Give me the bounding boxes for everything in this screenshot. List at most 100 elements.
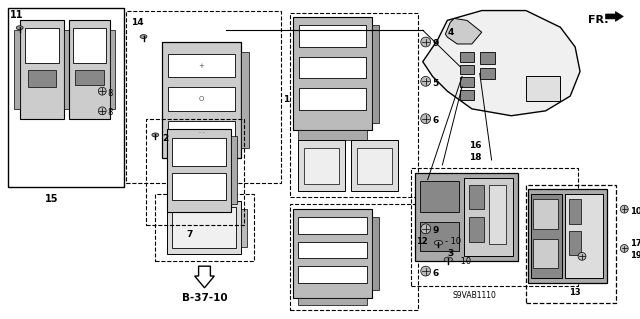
Bar xyxy=(460,78,474,87)
Bar xyxy=(290,204,418,310)
Bar xyxy=(357,148,392,184)
Text: 8: 8 xyxy=(107,89,113,98)
Bar xyxy=(351,140,398,191)
Bar xyxy=(299,88,365,110)
Bar xyxy=(110,30,115,109)
Bar xyxy=(75,70,104,85)
Bar xyxy=(533,199,559,229)
Text: 2: 2 xyxy=(162,134,168,143)
Text: 15: 15 xyxy=(45,194,59,204)
Bar xyxy=(526,77,561,101)
Bar xyxy=(28,70,56,87)
Text: - 10: - 10 xyxy=(455,257,471,266)
Bar xyxy=(298,130,367,140)
Bar xyxy=(168,87,235,111)
Bar xyxy=(372,217,378,290)
FancyArrow shape xyxy=(605,11,623,21)
Bar xyxy=(565,194,603,278)
Bar xyxy=(20,20,64,119)
Text: FR.: FR. xyxy=(588,15,609,26)
Bar xyxy=(172,173,226,200)
Text: 12: 12 xyxy=(416,237,428,246)
Text: 13: 13 xyxy=(569,288,581,297)
Circle shape xyxy=(578,252,586,260)
Circle shape xyxy=(420,77,431,86)
Ellipse shape xyxy=(16,26,23,30)
Bar xyxy=(162,42,241,158)
Bar xyxy=(420,222,459,251)
Text: 11: 11 xyxy=(10,10,23,19)
Text: - 10: - 10 xyxy=(445,237,461,246)
Circle shape xyxy=(99,87,106,95)
Bar xyxy=(569,199,581,224)
Text: S9VAB1110: S9VAB1110 xyxy=(453,291,497,300)
Bar xyxy=(469,217,484,241)
Bar xyxy=(64,30,69,109)
Bar xyxy=(531,194,563,278)
Bar xyxy=(167,129,231,212)
Ellipse shape xyxy=(140,35,147,39)
Bar xyxy=(156,194,253,261)
Bar xyxy=(172,207,236,249)
Bar xyxy=(298,298,367,306)
Circle shape xyxy=(420,114,431,124)
Text: 6: 6 xyxy=(433,269,439,278)
Text: O: O xyxy=(199,96,204,102)
Text: 9: 9 xyxy=(433,226,439,235)
Bar xyxy=(293,209,372,298)
Bar xyxy=(299,57,365,78)
Bar xyxy=(126,11,281,182)
Text: 17: 17 xyxy=(630,239,640,248)
Bar xyxy=(293,18,372,130)
Text: 10: 10 xyxy=(630,207,640,216)
Text: 8: 8 xyxy=(107,108,113,117)
Bar xyxy=(69,20,110,119)
Circle shape xyxy=(620,245,628,252)
Bar xyxy=(298,140,345,191)
Bar xyxy=(241,52,249,148)
Text: 18: 18 xyxy=(468,153,481,162)
Bar xyxy=(526,185,616,302)
Bar xyxy=(420,181,459,212)
Bar xyxy=(411,168,578,286)
Polygon shape xyxy=(423,11,580,116)
Bar xyxy=(168,121,235,144)
Text: 19: 19 xyxy=(630,251,640,260)
Bar xyxy=(460,90,474,100)
Circle shape xyxy=(99,107,106,115)
Bar xyxy=(168,54,235,78)
Bar xyxy=(73,28,106,63)
Bar xyxy=(460,52,474,62)
Text: B-37-10: B-37-10 xyxy=(182,293,227,303)
Ellipse shape xyxy=(444,257,452,262)
Circle shape xyxy=(420,224,431,234)
Bar xyxy=(241,209,247,247)
Bar xyxy=(145,119,244,225)
Bar xyxy=(172,138,226,166)
Bar xyxy=(528,189,607,283)
FancyArrow shape xyxy=(195,266,214,288)
Text: 7: 7 xyxy=(186,230,193,239)
Bar xyxy=(569,231,581,255)
Text: 6: 6 xyxy=(433,116,439,125)
Bar xyxy=(464,178,513,256)
Circle shape xyxy=(420,37,431,47)
Bar xyxy=(298,217,367,234)
Text: +: + xyxy=(198,63,204,69)
Bar xyxy=(533,239,559,268)
Bar xyxy=(167,201,241,254)
Bar xyxy=(304,148,339,184)
Ellipse shape xyxy=(435,241,443,245)
Text: 3: 3 xyxy=(447,249,454,258)
Bar xyxy=(480,52,495,64)
Bar xyxy=(299,25,365,47)
Text: 14: 14 xyxy=(131,19,143,27)
Bar xyxy=(8,8,124,187)
Bar xyxy=(469,185,484,209)
Bar xyxy=(231,137,237,204)
Text: 5: 5 xyxy=(433,79,439,88)
Bar xyxy=(24,28,59,63)
Bar xyxy=(290,12,418,197)
Bar xyxy=(372,25,378,122)
Bar xyxy=(298,266,367,283)
